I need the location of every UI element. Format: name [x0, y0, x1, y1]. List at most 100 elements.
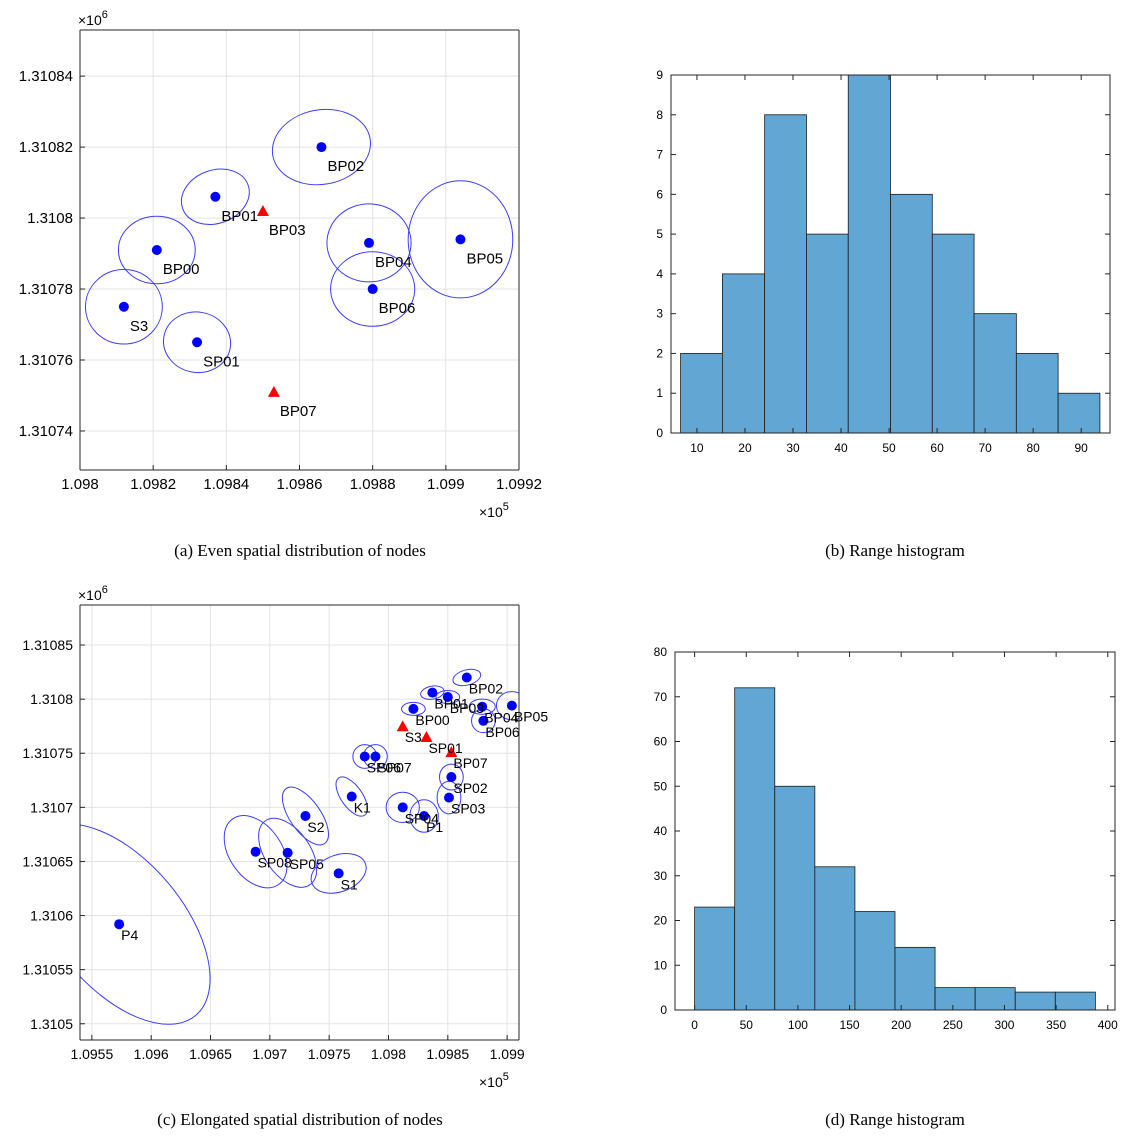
y-tick-label-c: 1.3108	[30, 691, 73, 707]
y-tick-label-a: 1.31084	[19, 68, 73, 85]
uncertainty-ellipse	[495, 691, 519, 721]
x-tick-label-d: 350	[1046, 1018, 1066, 1032]
y-tick-label-a: 1.31074	[19, 423, 73, 440]
anchor-marker	[445, 746, 458, 758]
histogram-bar	[847, 74, 891, 434]
node-label: SP08	[258, 855, 292, 871]
y-tick-label-a: 1.31082	[19, 139, 73, 156]
y-tick-label-b: 5	[656, 227, 663, 241]
node-label: BP05	[514, 709, 548, 725]
histogram-bar	[973, 313, 1017, 434]
x-tick-label-c: 1.0975	[308, 1046, 351, 1062]
node-label: BP02	[469, 681, 503, 697]
uncertainty-ellipse	[180, 168, 250, 225]
node-marker	[419, 811, 430, 822]
uncertainty-ellipse	[439, 763, 464, 791]
caption-d: (d) Range histogram	[825, 1110, 965, 1129]
histogram-bar	[931, 233, 975, 434]
uncertainty-ellipse	[407, 180, 514, 299]
node-marker	[446, 772, 457, 783]
x-tick-label-c: 1.098	[371, 1046, 406, 1062]
x-tick-label-d: 150	[840, 1018, 860, 1032]
histogram-bar	[806, 233, 849, 434]
histogram-bar	[764, 114, 807, 434]
node-label: S3	[130, 318, 148, 335]
y-tick-label-c: 1.31085	[22, 637, 73, 653]
node-label: BP00	[163, 261, 200, 278]
uncertainty-ellipse	[271, 108, 372, 186]
y-tick-label-d: 20	[654, 914, 668, 928]
uncertainty-ellipse	[385, 791, 420, 824]
uncertainty-ellipse	[281, 786, 329, 846]
y-exponent-label-a: ×106	[78, 9, 108, 28]
x-tick-label-b: 50	[882, 441, 896, 455]
node-label: SP06	[367, 759, 401, 775]
node-label: SP01	[203, 353, 240, 370]
node-label: BP04	[484, 710, 518, 726]
x-tick-label-c: 1.096	[134, 1046, 169, 1062]
node-label: P4	[121, 927, 138, 943]
x-tick-label-c: 1.0985	[426, 1046, 469, 1062]
caption-c: (c) Elongated spatial distribution of no…	[157, 1110, 443, 1129]
histogram-bar	[1054, 991, 1096, 1011]
node-marker	[333, 868, 344, 879]
node-marker	[427, 687, 438, 698]
node-label: BP02	[327, 158, 364, 175]
y-exponent-label-c: ×106	[78, 584, 108, 603]
x-tick-label-a: 1.099	[427, 476, 465, 493]
node-marker	[442, 691, 453, 702]
histogram-bar	[694, 906, 736, 1011]
node-label: BP03	[450, 700, 484, 716]
axes-box-b	[670, 74, 1111, 434]
y-tick-label-d: 80	[654, 645, 668, 659]
y-tick-label-c: 1.3105	[30, 1016, 73, 1032]
node-label: BP06	[485, 724, 519, 740]
x-tick-label-b: 30	[786, 441, 800, 455]
uncertainty-ellipse	[330, 251, 416, 327]
node-marker	[443, 792, 454, 803]
uncertainty-ellipse	[326, 203, 412, 283]
uncertainty-ellipse	[84, 269, 163, 345]
x-tick-label-d: 100	[788, 1018, 808, 1032]
histogram-bar	[894, 946, 936, 1011]
histogram-bar	[774, 785, 816, 1011]
histogram-bar	[854, 911, 896, 1011]
node-label: BP01	[221, 208, 258, 225]
x-tick-label-c: 1.097	[252, 1046, 287, 1062]
y-tick-label-b: 4	[656, 267, 663, 281]
x-tick-label-d: 400	[1098, 1018, 1118, 1032]
axes-box-d	[674, 651, 1116, 1011]
x-exponent-label-a: ×105	[479, 501, 509, 520]
histogram-bar	[1015, 353, 1059, 434]
y-tick-label-a: 1.31076	[19, 352, 73, 369]
y-tick-label-d: 40	[654, 824, 668, 838]
node-marker	[192, 337, 203, 348]
y-tick-label-a: 1.31078	[19, 281, 73, 298]
node-label: S1	[341, 876, 358, 892]
y-tick-label-b: 6	[656, 187, 663, 201]
uncertainty-ellipse	[435, 689, 461, 704]
y-tick-label-b: 3	[656, 307, 663, 321]
node-marker	[367, 284, 378, 295]
x-tick-label-b: 40	[834, 441, 848, 455]
node-marker	[118, 301, 129, 312]
node-label: SP03	[451, 801, 485, 817]
y-tick-label-d: 30	[654, 869, 668, 883]
node-marker	[455, 234, 466, 245]
node-label: SP02	[453, 780, 487, 796]
anchor-marker	[256, 204, 269, 216]
node-label: SP07	[377, 759, 411, 775]
uncertainty-ellipse	[258, 817, 318, 888]
node-label: K1	[354, 800, 371, 816]
node-label: P1	[426, 819, 443, 835]
x-tick-label-b: 70	[978, 441, 992, 455]
x-tick-label-b: 60	[930, 441, 944, 455]
y-tick-label-c: 1.3107	[30, 799, 73, 815]
x-tick-label-d: 50	[740, 1018, 754, 1032]
y-tick-label-d: 60	[654, 735, 668, 749]
node-marker	[250, 846, 261, 857]
anchor-marker	[420, 731, 433, 743]
node-marker	[346, 791, 357, 802]
x-tick-label-d: 300	[994, 1018, 1014, 1032]
